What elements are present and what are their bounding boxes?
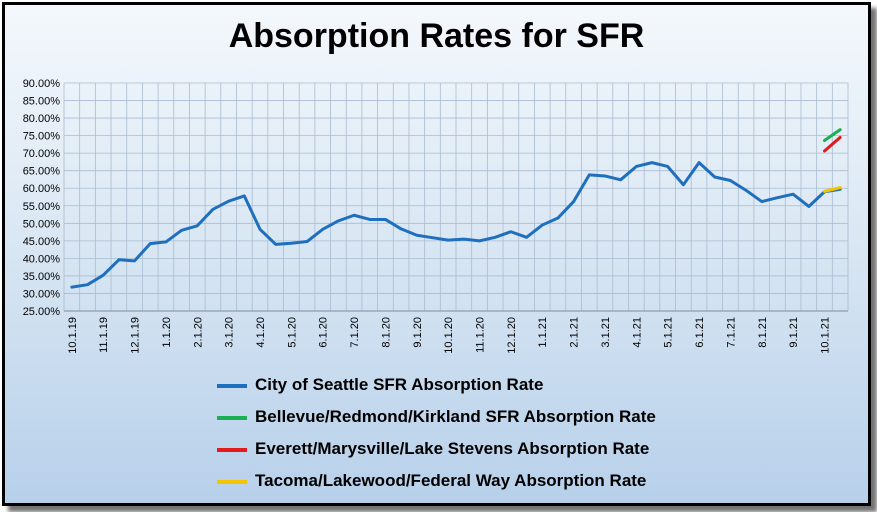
x-tick-label: 4.1.21 [631,317,643,348]
y-tick-label: 55.00% [23,201,61,213]
x-tick-label: 12.1.19 [130,317,142,354]
legend-label-everett: Everett/Marysville/Lake Stevens Absorpti… [255,439,650,458]
chart-title: Absorption Rates for SFR [228,17,645,55]
legend-label-bellevue: Bellevue/Redmond/Kirkland SFR Absorption… [255,407,656,426]
x-tick-label: 6.1.21 [694,317,706,348]
y-tick-label: 25.00% [23,306,61,318]
y-tick-label: 85.00% [23,96,61,108]
x-tick-label: 5.1.20 [286,317,298,348]
y-tick-label: 30.00% [23,288,61,300]
y-tick-label: 65.00% [23,166,61,178]
y-tick-label: 40.00% [23,253,61,265]
x-tick-label: 1.1.20 [161,317,173,348]
x-tick-label: 10.1.21 [819,317,831,354]
x-tick-label: 5.1.21 [663,317,675,348]
x-tick-label: 9.1.21 [788,317,800,348]
x-tick-label: 1.1.21 [537,317,549,348]
x-tick-label: 11.1.20 [475,317,487,353]
y-tick-label: 80.00% [23,113,61,125]
y-tick-label: 45.00% [23,236,61,248]
x-tick-label: 2.1.20 [192,317,204,348]
x-tick-label: 3.1.20 [224,317,236,348]
x-tick-label: 12.1.20 [506,317,518,354]
x-tick-label: 10.1.19 [67,317,79,354]
series-line-0 [70,161,842,289]
series-line-2 [822,135,842,153]
x-tick-label: 9.1.20 [412,317,424,348]
x-tick-label: 11.1.19 [98,317,110,353]
series-line-1 [822,128,842,143]
legend-swatch-seattle [217,384,247,388]
x-tick-label: 8.1.20 [380,317,392,348]
x-tick-label: 2.1.21 [569,317,581,348]
x-tick-label: 6.1.20 [318,317,330,348]
y-tick-label: 90.00% [23,78,61,90]
legend-swatch-tacoma [217,480,247,484]
x-tick-label: 4.1.20 [255,317,267,348]
x-tick-label: 10.1.20 [443,317,455,354]
x-tick-label: 7.1.21 [725,317,737,348]
legend-swatch-everett [217,448,247,452]
x-tick-label: 3.1.21 [600,317,612,348]
chart-frame: Absorption Rates for SFR 25.00% 30.00% 35.… [2,2,871,506]
legend-label-seattle: City of Seattle SFR Absorption Rate [255,375,544,394]
x-tick-label: 8.1.21 [757,317,769,348]
line-chart: 25.00% 30.00% 35.00% 40.00% 45.00% 50.00% 55.0… [23,78,849,354]
y-tick-label: 70.00% [23,148,61,160]
series-line-3 [822,186,842,193]
y-tick-label: 35.00% [23,271,61,283]
y-tick-label: 75.00% [23,131,61,143]
legend-swatch-bellevue [217,416,247,420]
y-tick-label: 60.00% [23,183,61,195]
legend-label-tacoma: Tacoma/Lakewood/Federal Way Absorption R… [255,471,647,490]
x-tick-label: 7.1.20 [349,317,361,348]
y-tick-label: 50.00% [23,218,61,230]
